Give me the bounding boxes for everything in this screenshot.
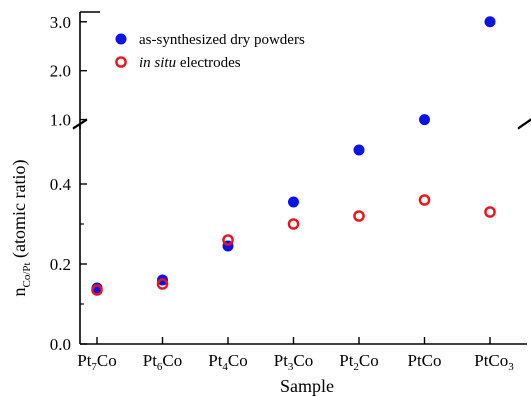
point-series0-6 [484,16,496,28]
x-tick-label-6: PtCo3 [474,351,514,373]
y-tick-label-lower-0: 0.0 [50,335,71,354]
axes [72,11,531,345]
legend-label-1: in situ electrodes [139,55,241,71]
point-series1-3 [287,218,300,230]
legend-marker-0 [115,33,127,45]
y-axis-title: nCo/Pt (atomic ratio) [9,159,33,296]
point-series1-4 [353,210,365,222]
legend-marker-1 [115,56,127,68]
point-series1-2 [222,234,234,246]
point-series1-1 [156,278,169,290]
x-tick-label-2: Pt4Co [208,351,248,373]
x-tick-label-1: Pt6Co [143,351,183,373]
y-ticks: 0.0 0.2 0.4 1.0 2.0 3.0 [50,13,87,354]
x-axis-title: Sample [280,376,334,396]
y-tick-label-upper-0: 1.0 [50,111,71,130]
right-break-mark-bottom [517,119,531,130]
x-tick-label-5: PtCo [407,351,441,370]
y-tick-label-lower-1: 0.2 [50,255,71,274]
data-series [91,16,496,296]
point-series0-5 [419,114,430,126]
point-series0-3 [288,196,299,208]
right-break-mark-top [517,118,531,129]
point-series1-0 [91,284,103,296]
x-tick-label-0: Pt7Co [77,351,117,373]
y-axis-title-text: nCo/Pt (atomic ratio) [9,159,33,296]
axis-break-mark-top [72,118,88,129]
point-series1-6 [484,206,496,218]
x-tick-label-4: Pt2Co [339,351,379,373]
x-ticks: Pt7Co Pt6Co Pt4Co Pt3Co Pt2Co PtCo PtCo3 [77,337,514,373]
y-tick-label-upper-1: 2.0 [50,62,71,81]
legend: as-synthesized dry powders in situ electr… [115,32,305,71]
point-series1-5 [418,194,431,206]
x-tick-label-3: Pt3Co [274,351,314,373]
legend-label-0: as-synthesized dry powders [139,32,305,48]
axis-break-mark-bottom [72,119,88,130]
y-tick-label-upper-2: 3.0 [50,13,71,32]
point-series0-4 [353,144,365,156]
y-tick-label-lower-2: 0.4 [50,175,72,194]
